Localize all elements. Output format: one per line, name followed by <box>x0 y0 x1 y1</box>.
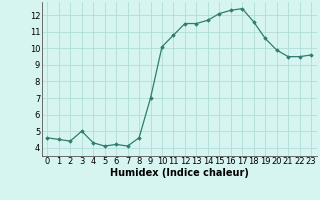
X-axis label: Humidex (Indice chaleur): Humidex (Indice chaleur) <box>110 168 249 178</box>
